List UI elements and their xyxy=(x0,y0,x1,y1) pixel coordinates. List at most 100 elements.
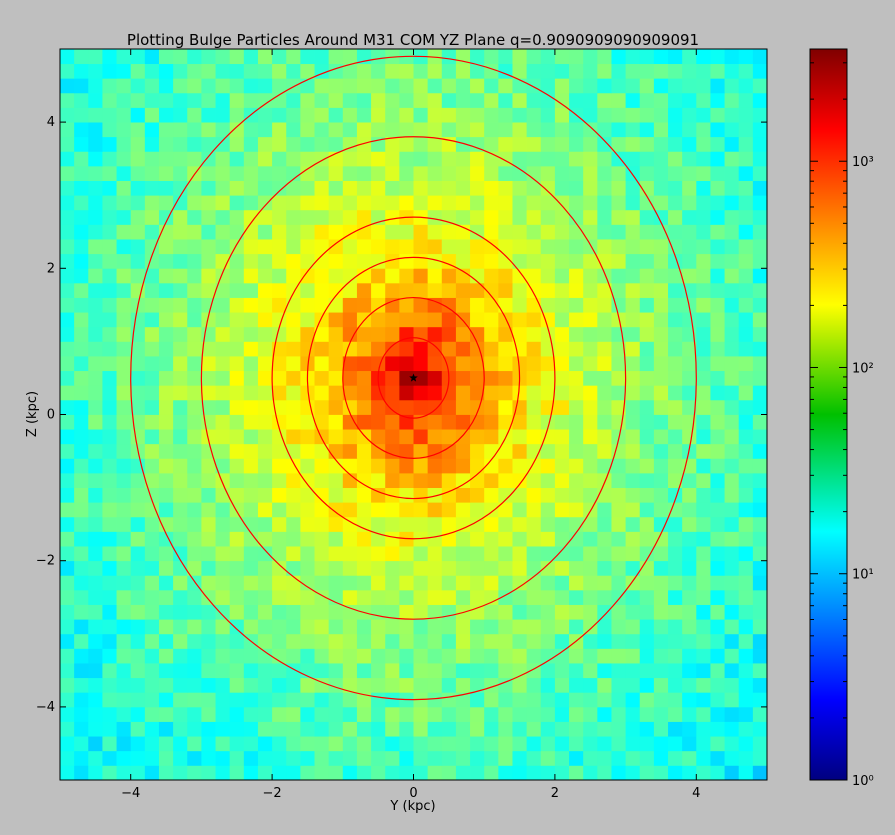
heatmap-cell xyxy=(724,648,740,664)
heatmap-cell xyxy=(696,122,711,138)
heatmap-cell xyxy=(455,297,471,313)
heatmap-cell xyxy=(272,663,287,679)
heatmap-cell xyxy=(88,209,103,225)
heatmap-cell xyxy=(286,370,301,386)
heatmap-cell xyxy=(554,677,570,693)
heatmap-cell xyxy=(639,122,655,138)
heatmap-cell xyxy=(639,736,655,752)
heatmap-cell xyxy=(60,414,75,430)
heatmap-cell xyxy=(569,677,584,693)
heatmap-cell xyxy=(300,619,315,635)
heatmap-cell xyxy=(738,721,754,737)
heatmap-cell xyxy=(668,122,683,138)
heatmap-cell xyxy=(342,341,358,357)
heatmap-cell xyxy=(696,604,711,620)
heatmap-cell xyxy=(116,502,132,518)
heatmap-cell xyxy=(710,458,725,474)
heatmap-cell xyxy=(257,648,273,664)
heatmap-cell xyxy=(229,107,245,123)
heatmap-cell xyxy=(427,165,443,181)
heatmap-cell xyxy=(116,692,132,708)
heatmap-cell xyxy=(385,107,400,123)
heatmap-cell xyxy=(470,151,485,167)
heatmap-cell xyxy=(243,414,259,430)
heatmap-cell xyxy=(116,604,132,620)
heatmap-cell xyxy=(130,516,146,532)
heatmap-cell xyxy=(187,706,202,722)
heatmap-cell xyxy=(116,209,132,225)
heatmap-cell xyxy=(342,692,358,708)
heatmap-cell xyxy=(441,92,457,108)
heatmap-cell xyxy=(569,414,584,430)
heatmap-cell xyxy=(399,136,414,152)
heatmap-cell xyxy=(738,268,754,284)
heatmap-cell xyxy=(201,604,216,620)
heatmap-cell xyxy=(611,356,626,372)
heatmap-cell xyxy=(724,399,740,415)
heatmap-cell xyxy=(682,356,697,372)
heatmap-cell xyxy=(498,502,513,518)
heatmap-cell xyxy=(272,165,287,181)
heatmap-cell xyxy=(413,546,429,562)
heatmap-cell xyxy=(569,706,584,722)
heatmap-cell xyxy=(427,356,443,372)
heatmap-cell xyxy=(710,429,725,445)
heatmap-cell xyxy=(583,122,598,138)
heatmap-cell xyxy=(498,736,513,752)
heatmap-cell xyxy=(710,151,725,167)
heatmap-cell xyxy=(257,136,273,152)
heatmap-cell xyxy=(540,49,556,65)
heatmap-cell xyxy=(88,92,103,108)
heatmap-cell xyxy=(696,136,711,152)
heatmap-cell xyxy=(272,326,287,342)
heatmap-cell xyxy=(116,326,132,342)
heatmap-cell xyxy=(286,560,301,576)
heatmap-cell xyxy=(682,63,697,79)
heatmap-cell xyxy=(696,765,711,780)
heatmap-cell xyxy=(286,648,301,664)
heatmap-cell xyxy=(243,92,259,108)
heatmap-cell xyxy=(484,458,499,474)
heatmap-cell xyxy=(116,63,132,79)
heatmap-cell xyxy=(484,765,499,780)
heatmap-cell xyxy=(215,560,231,576)
y-tick-label: −2 xyxy=(36,554,55,569)
heatmap-cell xyxy=(173,195,188,211)
heatmap-cell xyxy=(60,721,75,737)
heatmap-cell xyxy=(512,224,528,240)
heatmap-cell xyxy=(342,619,358,635)
heatmap-cell xyxy=(272,736,287,752)
heatmap-cell xyxy=(597,619,612,635)
heatmap-cell xyxy=(116,385,132,401)
heatmap-cell xyxy=(356,370,372,386)
heatmap-cell xyxy=(300,706,315,722)
heatmap-cell xyxy=(158,49,174,65)
heatmap-cell xyxy=(413,589,429,605)
heatmap-cell xyxy=(399,122,414,138)
heatmap-cell xyxy=(356,516,372,532)
heatmap-cell xyxy=(470,429,485,445)
heatmap-cell xyxy=(682,195,697,211)
heatmap-cell xyxy=(286,546,301,562)
heatmap-cell xyxy=(526,721,542,737)
heatmap-cell xyxy=(300,122,315,138)
heatmap-cell xyxy=(371,443,386,459)
heatmap-cell xyxy=(738,531,754,547)
heatmap-cell xyxy=(371,516,386,532)
heatmap-cell xyxy=(441,239,457,255)
heatmap-cell xyxy=(611,341,626,357)
heatmap-cell xyxy=(653,516,669,532)
heatmap-cell xyxy=(653,502,669,518)
heatmap-cell xyxy=(724,414,740,430)
heatmap-cell xyxy=(569,282,584,298)
heatmap-cell xyxy=(653,677,669,693)
heatmap-cell xyxy=(540,472,556,488)
heatmap-cell xyxy=(314,677,330,693)
heatmap-cell xyxy=(441,648,457,664)
heatmap-cell xyxy=(455,692,471,708)
heatmap-cell xyxy=(243,78,259,94)
heatmap-cell xyxy=(130,224,146,240)
heatmap-cell xyxy=(752,78,767,94)
heatmap-cell xyxy=(88,385,103,401)
heatmap-cell xyxy=(257,297,273,313)
